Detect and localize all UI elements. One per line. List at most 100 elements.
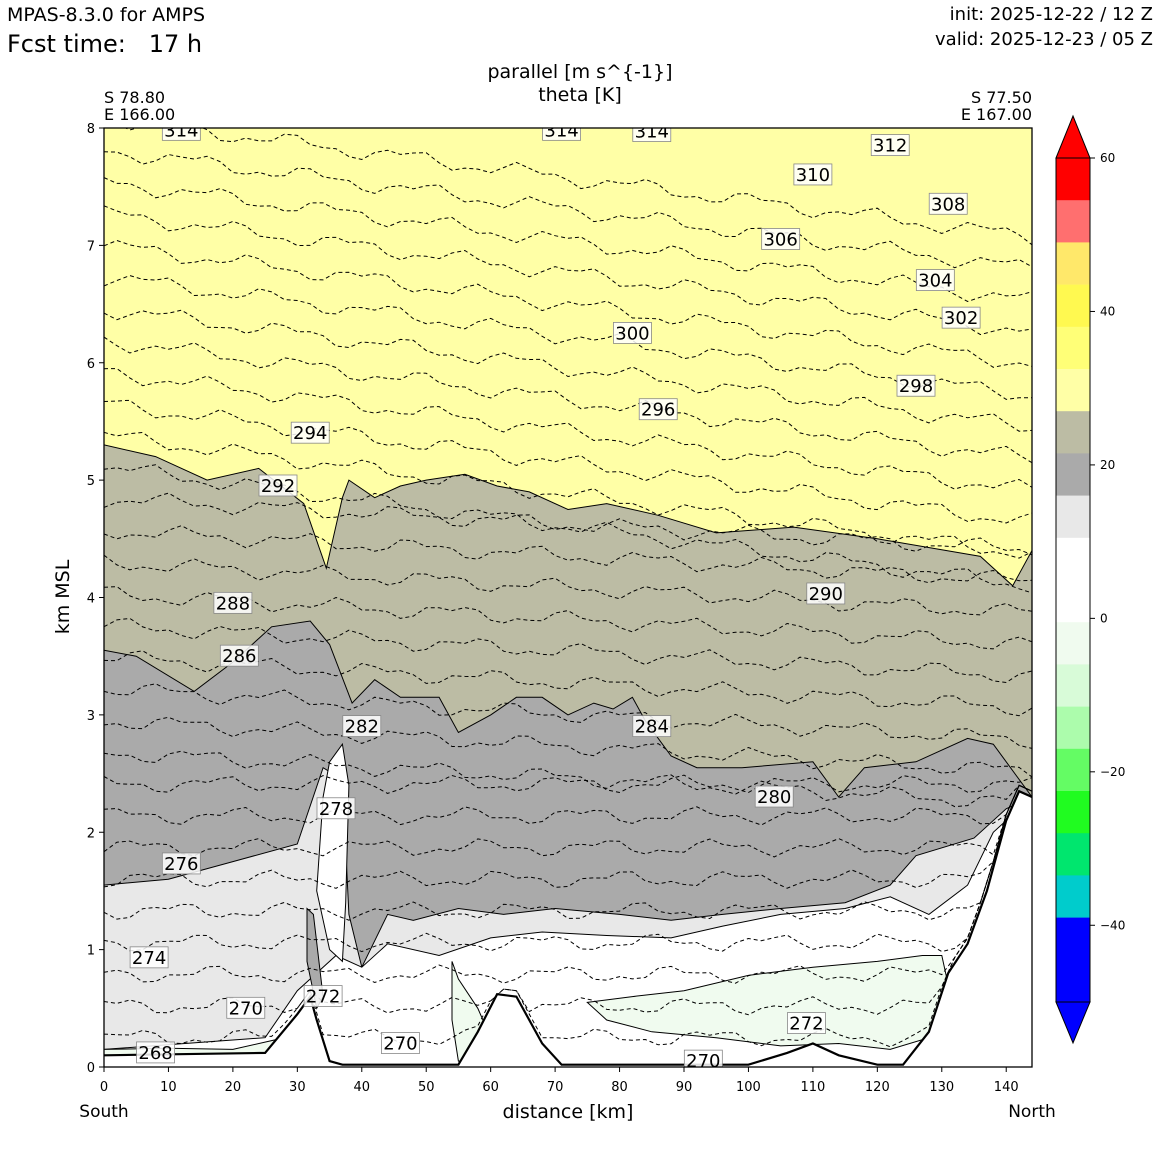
colorbar-segment — [1056, 664, 1090, 707]
theta-label-box — [870, 134, 910, 157]
theta-label: 292 — [258, 474, 298, 497]
y-tick-label: 3 — [87, 709, 95, 724]
axes: 0 10 20 30 40 50 60 70 80 90 100 110 120 130 140 0 1 2 3 4 5… — [87, 122, 1019, 1095]
theta-label: 300 — [613, 322, 652, 344]
right-endpoint-lat: S 77.50 — [971, 88, 1032, 107]
x-tick-label: 100 — [736, 1080, 761, 1095]
theta-isoline — [104, 683, 1032, 749]
theta-contours — [104, 128, 1032, 1048]
theta-isoline — [104, 275, 1032, 400]
theta-label-box — [161, 852, 201, 875]
theta-label: 302 — [941, 306, 981, 329]
x-tick-label: 60 — [482, 1080, 499, 1095]
colorbar-segment — [1056, 622, 1090, 665]
theta-label-box — [754, 785, 794, 808]
y-tick-label: 1 — [87, 944, 95, 959]
theta-isoline — [104, 177, 1032, 303]
theta-label-text: 276 — [164, 854, 198, 875]
theta-label-box — [258, 474, 298, 497]
theta-label: 310 — [793, 163, 833, 186]
colorbar-tick-label: 0 — [1100, 611, 1108, 625]
theta-label-text: 300 — [615, 323, 649, 344]
left-direction-label: South — [79, 1102, 128, 1122]
theta-label-box — [136, 1041, 175, 1064]
colorbar-tick-label: 20 — [1100, 458, 1115, 472]
theta-label-box — [219, 644, 259, 667]
theta-isoline — [104, 554, 1032, 616]
theta-label-text: 296 — [641, 400, 675, 421]
theta-isoline — [104, 784, 1032, 984]
theta-label: 306 — [761, 228, 801, 251]
theta-isoline — [104, 784, 1032, 921]
theta-label: 314 — [542, 120, 581, 141]
colorbar-segment — [1056, 833, 1090, 876]
theta-label-text: 270 — [686, 1051, 720, 1072]
theta-label: 298 — [896, 374, 936, 397]
theta-isoline — [104, 784, 1032, 953]
theta-label: 276 — [161, 852, 201, 875]
theta-label-box — [928, 192, 968, 215]
theta-label: 290 — [806, 582, 846, 605]
theta-isoline — [124, 128, 1032, 246]
theta-label-text: 280 — [757, 787, 791, 808]
theta-label-text: 314 — [544, 120, 578, 141]
theta-isoline — [104, 617, 1032, 684]
terrain-fill — [104, 791, 1032, 1067]
y-tick-label: 2 — [87, 826, 95, 841]
x-tick-label: 40 — [354, 1080, 371, 1095]
theta-label-text: 302 — [944, 308, 978, 329]
theta-labels: 268 270 270 270 272 272 274 276 278 280 282 284 286 2… — [129, 120, 981, 1072]
theta-isoline — [104, 336, 1032, 464]
theta-label: 314 — [161, 120, 201, 141]
left-endpoint-lon: E 166.00 — [104, 105, 175, 124]
theta-label-text: 268 — [138, 1043, 172, 1064]
colorbar-segment — [1056, 369, 1090, 412]
colorbar-tick-label: 40 — [1100, 304, 1115, 318]
x-tick-label: 30 — [289, 1080, 306, 1095]
model-name: MPAS-8.3.0 for AMPS — [7, 4, 206, 26]
theta-label: 288 — [213, 591, 253, 614]
theta-label-box — [303, 985, 343, 1007]
theta-isoline — [104, 399, 1032, 524]
theta-isoline — [104, 784, 1032, 826]
theta-label: 278 — [316, 797, 356, 820]
theta-label-text: 272 — [306, 987, 340, 1008]
x-tick-label: 10 — [160, 1080, 177, 1095]
right-endpoint-lon: E 167.00 — [961, 105, 1032, 124]
theta-label-text: 314 — [164, 120, 198, 141]
y-tick-label: 4 — [87, 592, 95, 607]
y-tick-label: 5 — [87, 474, 95, 489]
theta-label-text: 312 — [873, 136, 907, 157]
colorbar-frame — [1055, 157, 1091, 1003]
theta-isoline — [104, 784, 1032, 1048]
x-tick-label: 140 — [994, 1080, 1019, 1095]
theta-label-box — [638, 398, 678, 421]
theta-label-box — [632, 715, 672, 738]
y-tick-label: 8 — [87, 122, 95, 137]
theta-label-box — [896, 374, 936, 397]
colorbar-segment — [1056, 158, 1090, 201]
theta-label-text: 272 — [789, 1014, 823, 1035]
theta-label-text: 308 — [931, 194, 965, 215]
theta-label-box — [761, 228, 801, 250]
terrain-line — [104, 789, 1032, 1066]
colorbar-segment — [1056, 453, 1090, 496]
colorbar-segment — [1056, 284, 1090, 328]
chart-title-1: parallel [m s^{-1}] — [487, 61, 672, 83]
y-tick-label: 6 — [87, 357, 95, 372]
colorbar-tick-label: −40 — [1100, 918, 1125, 932]
theta-label-text: 310 — [796, 165, 830, 186]
x-tick-label: 110 — [800, 1080, 825, 1095]
theta-label-box — [381, 1032, 420, 1054]
valid-time: valid: 2025-12-23 / 05 Z — [935, 29, 1153, 50]
theta-label: 294 — [290, 421, 330, 444]
theta-label-box — [613, 322, 652, 344]
theta-isoline — [104, 716, 1032, 778]
theta-label: 272 — [303, 985, 343, 1008]
theta-label-box — [316, 797, 356, 820]
theta-label-text: 284 — [635, 717, 669, 738]
colorbar-segment — [1056, 580, 1090, 623]
y-tick-label: 7 — [87, 239, 95, 254]
colorbar-extend-bottom — [1055, 1001, 1091, 1045]
theta-label-text: 274 — [132, 948, 166, 969]
